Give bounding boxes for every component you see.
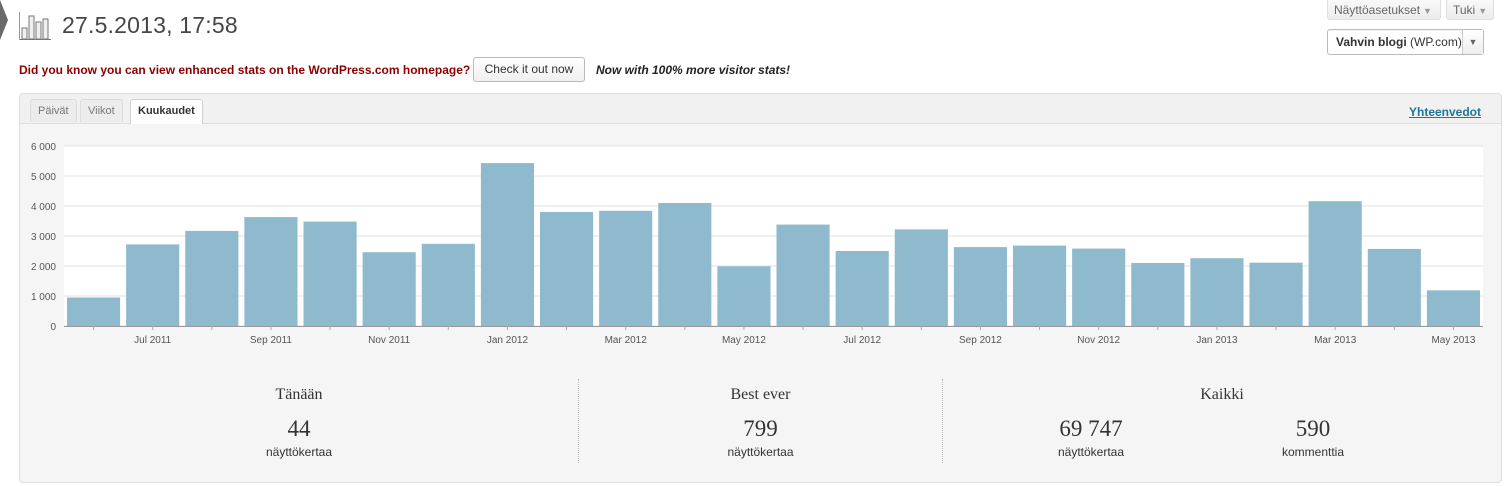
tab-days[interactable]: Päivät [30, 99, 77, 122]
stat-best-value: 799 [743, 416, 778, 441]
stat-all-views-label: näyttökertaa [1057, 445, 1125, 459]
bar [835, 251, 889, 326]
chevron-down-icon: ▼ [1423, 6, 1432, 16]
bar [599, 210, 653, 326]
visitor-stats-tagline: Now with 100% more visitor stats! [596, 63, 791, 77]
x-tick-label: Mar 2013 [1314, 335, 1357, 346]
bar [1249, 262, 1303, 326]
bar [1190, 258, 1244, 326]
bar [658, 203, 712, 326]
y-tick-label: 2 000 [31, 262, 56, 273]
bar [776, 224, 830, 326]
screen-options-button[interactable]: Näyttöasetukset ▼ [1327, 0, 1441, 20]
blog-select-name: Vahvin blogi [1336, 35, 1407, 49]
period-tabs: Päivät Viikot Kuukaudet Yhteenvedot [20, 94, 1501, 124]
enhanced-stats-notice: Did you know you can view enhanced stats… [19, 63, 471, 77]
stat-all-comments-label: kommenttia [1281, 445, 1345, 459]
stat-best-label: näyttökertaa [727, 445, 794, 459]
summaries-link[interactable]: Yhteenvedot [1408, 105, 1481, 119]
x-tick-label: Nov 2012 [1077, 335, 1120, 346]
stat-all: Kaikki 69 747 näyttökertaa 590 kommentti… [943, 379, 1501, 467]
stat-today-value: 44 [287, 416, 311, 441]
stat-all-views-value: 69 747 [1059, 416, 1123, 441]
bar [421, 243, 475, 326]
tab-weeks[interactable]: Viikot [80, 99, 123, 122]
bar [717, 266, 771, 326]
x-tick-label: May 2013 [1431, 335, 1475, 346]
bar [1426, 290, 1480, 326]
x-tick-label: May 2012 [722, 335, 766, 346]
stat-best: Best ever 799 näyttökertaa [579, 379, 942, 467]
stat-today-label: näyttökertaa [265, 445, 333, 459]
stat-today-heading: Tänään [275, 386, 323, 403]
x-tick-label: Jul 2012 [843, 335, 881, 346]
x-tick-label: Jul 2011 [134, 335, 172, 346]
stat-all-comments-value: 590 [1295, 416, 1331, 441]
bar [1072, 248, 1126, 326]
blog-select[interactable]: Vahvin blogi (WP.com) ▼ [1327, 29, 1484, 55]
bar [1308, 201, 1362, 326]
monthly-views-chart: 0 1 000 2 000 3 000 4 000 5 000 6 000 Jul 2011 S… [31, 142, 1483, 346]
x-tick-label: Jan 2013 [1196, 335, 1238, 346]
bar [185, 230, 239, 326]
bar [1131, 263, 1185, 326]
page-title: 27.5.2013, 17:58 [62, 12, 238, 38]
stats-panel: Päivät Viikot Kuukaudet Yhteenvedot 0 1 0… [19, 93, 1502, 483]
x-tick-label: Sep 2012 [959, 335, 1002, 346]
bar [303, 221, 357, 326]
help-label: Tuki [1453, 3, 1476, 17]
y-tick-label: 6 000 [31, 142, 56, 153]
stat-today: Tänään 44 näyttökertaa [20, 379, 578, 467]
divider [942, 379, 943, 463]
divider [578, 379, 579, 463]
bar [244, 217, 298, 326]
chevron-down-icon[interactable]: ▼ [1462, 30, 1483, 54]
stats-summary: Tänään 44 näyttökertaa Best ever 799 näy… [20, 379, 1501, 479]
bar [540, 212, 594, 326]
x-tick-label: Jan 2012 [487, 335, 529, 346]
screen-options-label: Näyttöasetukset [1334, 3, 1421, 17]
x-tick-label: Nov 2011 [368, 335, 411, 346]
bar [126, 244, 180, 326]
stat-all-heading: Kaikki [1200, 386, 1244, 403]
x-tick-label: Sep 2011 [250, 335, 293, 346]
stats-icon [19, 12, 51, 40]
bar [362, 252, 416, 326]
bar [1013, 245, 1067, 326]
bar [67, 297, 121, 326]
blog-select-suffix: (WP.com) [1410, 35, 1462, 49]
y-tick-label: 0 [50, 322, 56, 333]
chevron-down-icon: ▼ [1478, 6, 1488, 16]
tab-months[interactable]: Kuukaudet [130, 99, 203, 124]
bar [894, 229, 948, 326]
help-button[interactable]: Tuki ▼ [1446, 0, 1494, 20]
y-tick-label: 5 000 [31, 172, 56, 183]
bar [480, 163, 534, 326]
y-tick-label: 4 000 [31, 202, 56, 213]
y-tick-label: 1 000 [31, 292, 56, 303]
x-tick-label: Mar 2012 [605, 335, 648, 346]
stat-best-heading: Best ever [730, 386, 791, 403]
check-it-out-button[interactable]: Check it out now [473, 57, 585, 82]
y-tick-label: 3 000 [31, 232, 56, 243]
bar [1367, 248, 1421, 326]
collapse-arrow-icon[interactable] [0, 0, 8, 40]
bar [953, 247, 1007, 326]
